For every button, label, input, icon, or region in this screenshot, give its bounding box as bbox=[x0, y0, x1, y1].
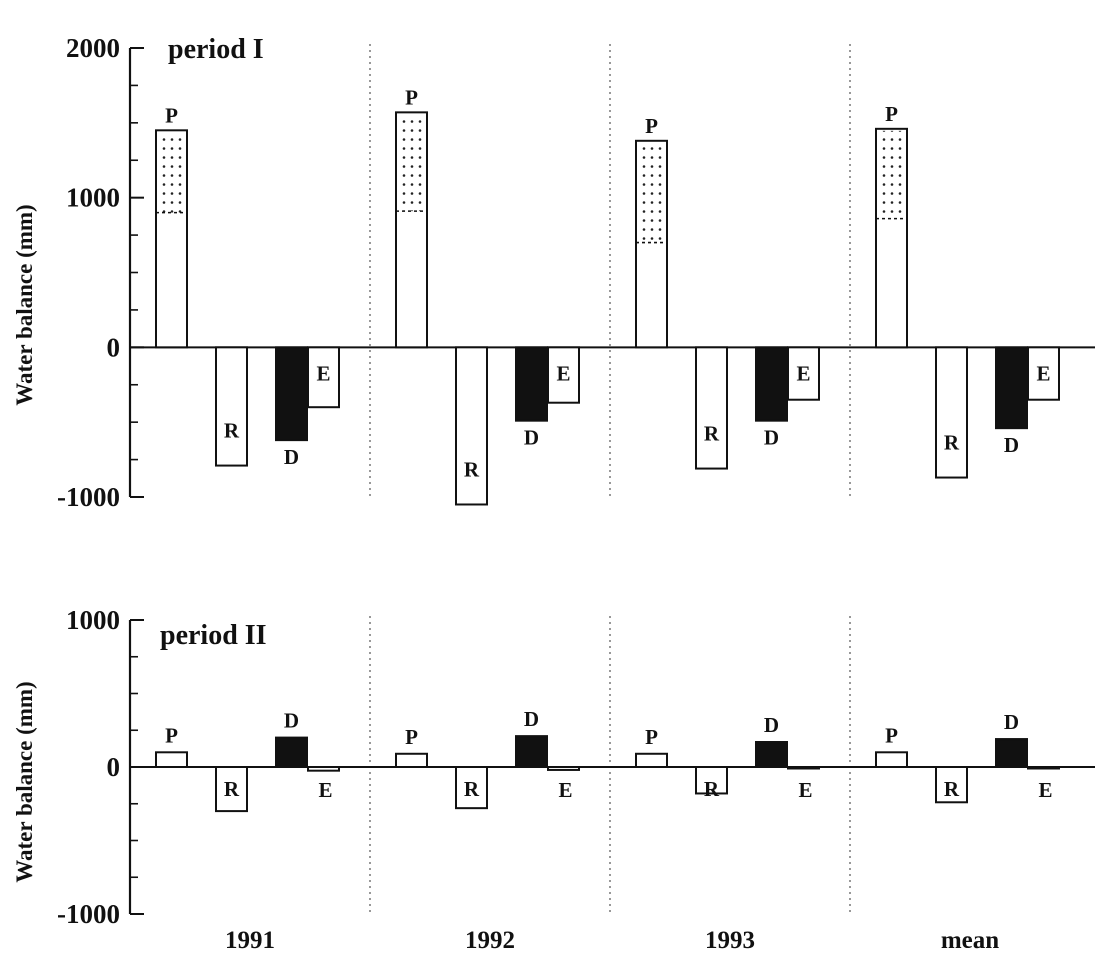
bar-label-e: E bbox=[798, 778, 812, 802]
bar-label-d: D bbox=[764, 426, 779, 450]
bar-d-1993 bbox=[755, 741, 788, 769]
category-label: 1993 bbox=[705, 927, 755, 954]
bar-label-r: R bbox=[224, 777, 240, 801]
bar-p-dotted-part bbox=[158, 132, 185, 213]
bar-e-1991 bbox=[307, 766, 340, 772]
bar-r-1992 bbox=[455, 766, 488, 810]
bar-label-p: P bbox=[885, 723, 898, 747]
bar-label-d: D bbox=[284, 445, 299, 469]
bar-e-mean bbox=[1027, 766, 1060, 770]
bar-e-1993 bbox=[787, 346, 820, 401]
bar-label-r: R bbox=[704, 422, 720, 446]
bar-label-d: D bbox=[1004, 433, 1019, 457]
bar-label-e: E bbox=[1038, 778, 1052, 802]
bar-r-1991 bbox=[215, 766, 248, 813]
panel-title: period I bbox=[168, 34, 264, 65]
bar-label-r: R bbox=[464, 777, 480, 801]
bar-label-e: E bbox=[556, 361, 570, 385]
bar-label-p: P bbox=[645, 725, 658, 749]
bar-d-mean bbox=[995, 346, 1028, 430]
bar-p-1991 bbox=[155, 751, 188, 768]
bar-d-mean bbox=[995, 738, 1028, 769]
bar-label-e: E bbox=[318, 778, 332, 802]
y-tick-label: 0 bbox=[107, 332, 121, 362]
y-axis-label: Water balance (mm) bbox=[12, 681, 37, 882]
period-2-chart: 1000 0 -1000 Water balance (mm) period II P P P… bbox=[12, 605, 1095, 954]
bar-label-p: P bbox=[165, 723, 178, 747]
category-label: 1991 bbox=[225, 927, 275, 954]
y-tick-label: 0 bbox=[107, 752, 121, 782]
panel-title: period II bbox=[160, 620, 267, 651]
bar-e-1992 bbox=[547, 766, 580, 771]
bar-label-p: P bbox=[645, 114, 658, 138]
y-axis-label: Water balance (mm) bbox=[12, 204, 37, 405]
bar-p-1992 bbox=[395, 752, 428, 769]
y-tick-label: 1000 bbox=[66, 605, 120, 635]
bar-e-1993 bbox=[787, 766, 820, 770]
bar-r-1993 bbox=[695, 766, 728, 795]
bar-label-r: R bbox=[464, 457, 480, 481]
bar-r-1991 bbox=[215, 346, 248, 467]
bar-p-1993 bbox=[635, 752, 668, 769]
bar-e-1992 bbox=[547, 346, 580, 404]
bar-label-d: D bbox=[524, 707, 539, 731]
bar-label-p: P bbox=[885, 102, 898, 126]
bar-r-1992 bbox=[455, 346, 488, 506]
bar-r-mean bbox=[935, 766, 968, 804]
y-tick-label: 2000 bbox=[66, 33, 120, 63]
y-tick-label: -1000 bbox=[57, 482, 120, 512]
bar-label-d: D bbox=[1004, 710, 1019, 734]
bar-label-d: D bbox=[524, 426, 539, 450]
bar-label-r: R bbox=[944, 777, 960, 801]
bar-d-1992 bbox=[515, 346, 548, 422]
bar-label-e: E bbox=[558, 778, 572, 802]
bar-e-1991 bbox=[307, 346, 340, 409]
bar-label-d: D bbox=[764, 713, 779, 737]
bar-label-r: R bbox=[224, 419, 240, 443]
bar-r-mean bbox=[935, 346, 968, 479]
category-label: 1992 bbox=[465, 927, 515, 954]
bar-label-p: P bbox=[405, 725, 418, 749]
bar-d-1991 bbox=[275, 736, 308, 768]
bar-label-p: P bbox=[405, 85, 418, 109]
bar-r-1993 bbox=[695, 346, 728, 470]
bar-label-e: E bbox=[316, 361, 330, 385]
bar-d-1992 bbox=[515, 735, 548, 769]
bar-label-e: E bbox=[1036, 361, 1050, 385]
bar-d-1993 bbox=[755, 346, 788, 422]
category-label: mean bbox=[941, 927, 999, 954]
y-tick-label: 1000 bbox=[66, 183, 120, 213]
bar-d-1991 bbox=[275, 346, 308, 442]
bar-p-dotted-part bbox=[398, 114, 425, 212]
y-tick-label: -1000 bbox=[57, 899, 120, 929]
bar-p-mean bbox=[875, 751, 908, 768]
bar-label-r: R bbox=[704, 777, 720, 801]
bar-p-dotted-part bbox=[878, 130, 905, 219]
bar-label-r: R bbox=[944, 431, 960, 455]
bar-label-e: E bbox=[796, 361, 810, 385]
bar-p-dotted-part bbox=[638, 142, 665, 243]
period-1-chart: 2000 1000 0 -1000 Water balance (mm) period I… bbox=[12, 33, 1095, 512]
bar-label-d: D bbox=[284, 709, 299, 733]
bar-label-p: P bbox=[165, 103, 178, 127]
bar-e-mean bbox=[1027, 346, 1060, 401]
